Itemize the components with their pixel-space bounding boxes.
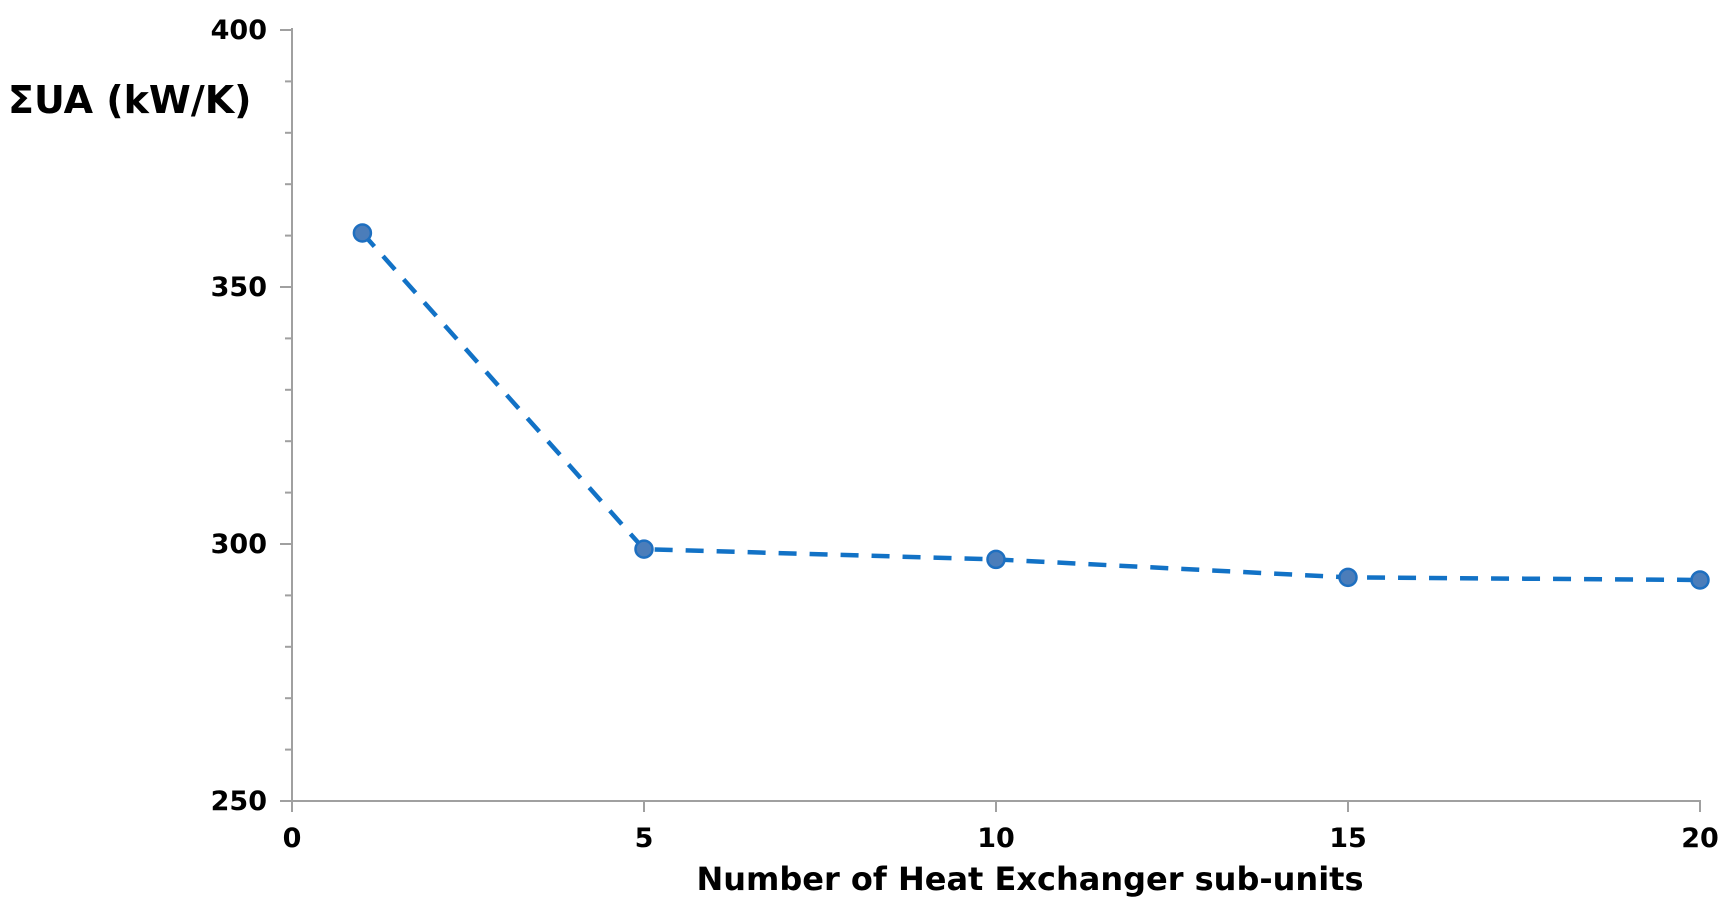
data-point-marker <box>1338 567 1358 588</box>
data-point-marker <box>1690 570 1710 590</box>
x-tick-label: 10 <box>977 823 1015 854</box>
x-tick-label: 15 <box>1329 823 1367 854</box>
data-point-marker <box>986 549 1006 570</box>
data-point-marker <box>634 539 654 559</box>
y-tick-label: 400 <box>211 15 267 46</box>
y-tick-label: 300 <box>211 529 267 560</box>
y-tick-label: 350 <box>211 272 267 303</box>
y-axis-title: ΣUA (kW/K) <box>8 78 252 122</box>
y-tick-label: 250 <box>211 786 267 817</box>
series-line <box>360 231 1701 583</box>
x-tick-label: 20 <box>1681 823 1719 854</box>
x-axis-title: Number of Heat Exchanger sub-units <box>696 860 1364 898</box>
data-point-marker <box>352 223 373 243</box>
x-tick-label: 0 <box>283 823 302 854</box>
x-tick-label: 5 <box>635 823 654 854</box>
